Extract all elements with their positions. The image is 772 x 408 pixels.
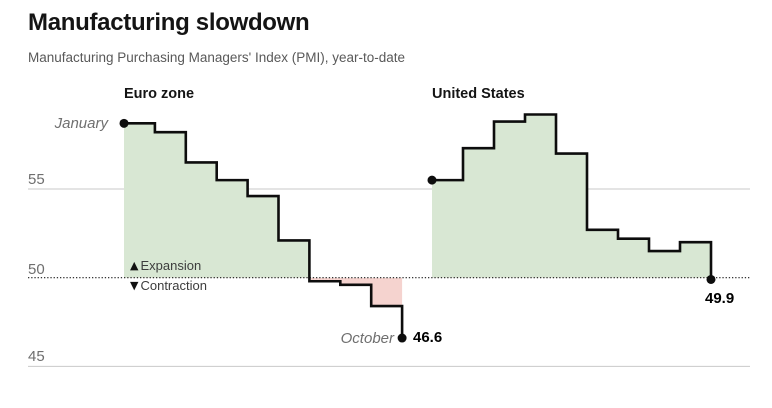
united-states-end-dot [706,274,716,284]
united-states-expansion-area [432,114,711,278]
up-triangle-icon: ▲ [130,259,139,272]
contraction-label: Contraction [140,278,207,293]
euro-zone-start-dot [119,118,129,128]
euro-zone-contraction-area [309,277,403,339]
united-states-end-value-label: 49.9 [705,290,735,307]
down-triangle-icon: ▼ [130,279,139,292]
y-tick-45: 45 [28,348,45,365]
page-subtitle: Manufacturing Purchasing Managers' Index… [28,50,406,65]
page-title: Manufacturing slowdown [28,9,310,36]
united-states-start-dot [427,175,437,185]
series-title-euro-zone: Euro zone [124,86,195,102]
start-month-label: January [54,115,108,132]
euro-zone-end-value-label: 46.6 [413,329,443,346]
contraction-legend: ▼ Contraction [130,278,207,293]
y-tick-55: 55 [28,171,45,188]
euro-zone-step-line [124,122,404,339]
euro-zone-end-dot [397,333,407,343]
euro-zone-expansion-area [124,123,403,278]
expansion-label: Expansion [140,258,202,273]
end-month-label: October [340,330,394,347]
series-title-united-states: United States [432,86,525,102]
y-tick-50: 50 [28,261,45,278]
united-states-step-line [432,113,713,280]
expansion-legend: ▲ Expansion [130,258,201,273]
